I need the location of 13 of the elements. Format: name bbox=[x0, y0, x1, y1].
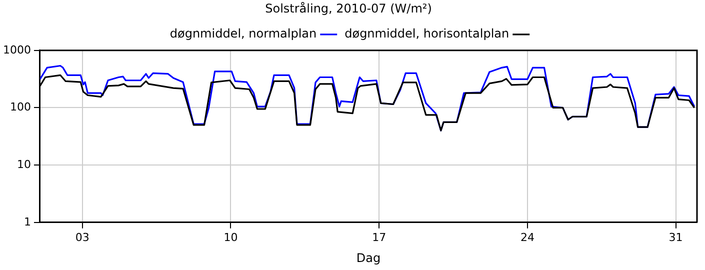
x-tick-label: 24 bbox=[520, 230, 534, 244]
x-tick-label: 31 bbox=[668, 230, 683, 244]
x-tick-label: 17 bbox=[372, 230, 386, 244]
x-tick-label: 10 bbox=[224, 230, 238, 244]
y-tick-label: 1 bbox=[24, 215, 31, 228]
legend-label: døgnmiddel, horisontalplan bbox=[344, 26, 510, 41]
chart-title: Solstråling, 2010-07 (W/m²) bbox=[265, 1, 432, 16]
x-axis-title: Dag bbox=[356, 250, 381, 265]
y-tick-label: 100 bbox=[10, 100, 31, 114]
x-tick-label: 03 bbox=[75, 230, 90, 244]
legend-label: døgnmiddel, normalplan bbox=[170, 26, 317, 41]
y-tick-label: 10 bbox=[16, 158, 31, 171]
y-tick-label: 1000 bbox=[2, 43, 31, 56]
